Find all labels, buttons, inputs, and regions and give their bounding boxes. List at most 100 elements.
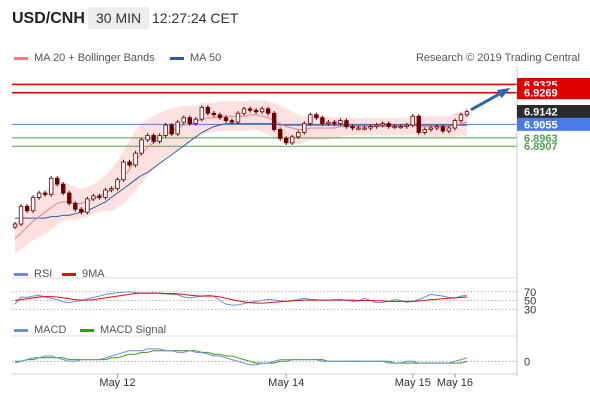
candle-body-68 [422,129,428,133]
candle-body-44 [277,129,283,139]
x-label-3: May 16 [437,377,473,389]
rsi-tick-30: 30 [524,304,536,316]
candle-body-57 [356,127,361,130]
ma20-line [14,114,468,240]
candle-body-28 [181,117,186,123]
candle-body-20 [133,152,138,166]
candle-body-8 [61,183,66,194]
legend-swatch-ma50 [170,56,184,60]
candle-body-40 [253,109,259,113]
candle-body-50 [314,114,319,119]
level-label-1: 6.9269 [524,88,558,100]
legend-label-macd: MACD [34,324,67,336]
candle-body-48 [302,123,307,133]
candle-body-67 [416,115,421,133]
legend-ma50: MA 50 [170,52,221,64]
candle-body-25 [163,124,168,136]
legend-swatch-9ma [62,272,76,276]
candle-body-58 [362,127,367,130]
timeframe-badge[interactable]: 30 MIN [88,7,150,29]
candle-body-17 [115,179,120,189]
legend-swatch-macd [14,328,28,332]
candle-body-38 [241,108,247,114]
legend-macd: MACD [14,324,66,336]
rsi-line [14,291,468,306]
candle-body-72 [446,127,452,132]
bollinger-band [15,100,467,254]
candle-body-3 [30,197,36,212]
legend-macd-signal: MACD Signal [80,324,166,336]
candle-body-49 [308,114,313,125]
pair-title: USD/CNH [12,10,85,27]
level-label-bg-3 [517,117,590,131]
candle-body-60 [374,124,379,127]
candle-body-54 [338,120,343,125]
forecast-arrow-head [497,87,511,99]
candle-body-7 [54,177,60,185]
candle-body-59 [368,126,373,129]
candle-body-19 [127,161,132,166]
candle-body-6 [48,177,54,195]
candle-body-63 [392,126,397,129]
legend-swatch-rsi [14,272,28,276]
level-label-bg-1 [517,86,590,100]
x-label-2: May 15 [395,377,431,389]
candle-body-33 [211,112,217,116]
candle-body-47 [296,132,301,138]
candle-body-73 [452,120,458,129]
macd-line [14,348,468,366]
candle-body-53 [332,121,337,125]
candle-body-61 [380,123,385,126]
legend-label-ma20: MA 20 + Bollinger Bands [34,52,155,64]
legend-label-9ma: 9MA [82,268,105,280]
candle-body-2 [24,205,30,212]
legend-rsi: RSI [14,268,52,280]
candle-body-43 [271,112,277,130]
candle-body-12 [85,198,90,213]
candle-body-69 [428,127,434,130]
rsi-tick-50: 50 [524,296,536,308]
candle-body-55 [344,120,349,127]
candle-body-26 [169,124,174,135]
candle-body-52 [326,121,331,125]
candle-body-64 [398,126,403,129]
candle-body-1 [18,205,24,225]
candle-body-51 [320,117,325,124]
legend-label-ma50: MA 50 [190,52,222,64]
rsi-9ma-line [14,292,468,304]
legend-ma20: MA 20 + Bollinger Bands [14,52,155,64]
candle-body-30 [193,118,199,124]
research-credit: Research © 2019 Trading Central [415,52,580,64]
level-label-4: 6.8963 [524,133,558,145]
candle-body-65 [404,124,409,127]
candle-body-31 [199,106,205,120]
candle-body-16 [109,188,114,191]
candle-body-75 [464,111,470,116]
legend-swatch-macd-signal [80,328,94,332]
candle-body-9 [67,192,72,204]
candle-body-14 [97,195,102,198]
candle-body-21 [139,139,144,154]
legend-9ma: 9MA [62,268,105,280]
candle-body-62 [386,123,391,127]
candle-body-22 [145,135,150,141]
level-label-bg-2 [517,104,590,118]
legend-swatch-ma20 [14,56,28,60]
candle-body-71 [440,126,446,132]
candle-body-18 [121,161,126,181]
x-label-0: May 12 [99,377,135,389]
candle-body-45 [283,137,289,144]
candle-body-39 [247,108,253,111]
candle-body-34 [217,114,223,119]
candle-body-37 [235,112,241,123]
candle-body-0 [12,223,18,228]
candle-body-29 [187,117,192,124]
candle-body-24 [157,135,162,142]
legend-label-macd-signal: MACD Signal [100,324,167,336]
candle-body-10 [73,202,78,210]
legend-label-rsi: RSI [34,268,53,280]
ma50-line [15,123,467,219]
level-label-2: 6.9142 [524,106,558,118]
